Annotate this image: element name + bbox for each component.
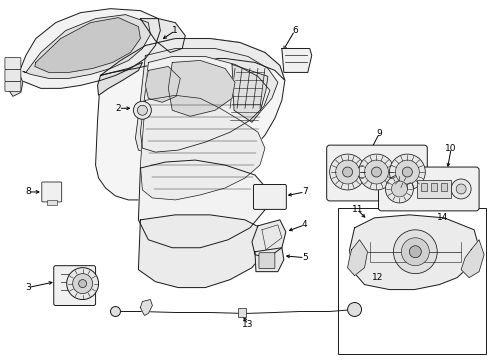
Polygon shape <box>138 160 267 248</box>
Circle shape <box>335 160 359 184</box>
Bar <box>416 180 450 198</box>
Bar <box>238 307 245 318</box>
FancyBboxPatch shape <box>41 182 61 202</box>
Circle shape <box>371 167 381 177</box>
Polygon shape <box>23 15 150 78</box>
Circle shape <box>110 306 120 316</box>
Circle shape <box>347 302 361 316</box>
Polygon shape <box>140 300 152 315</box>
Text: 14: 14 <box>436 213 447 222</box>
Polygon shape <box>140 95 264 200</box>
Circle shape <box>385 175 412 203</box>
Circle shape <box>137 105 147 115</box>
Polygon shape <box>232 64 267 122</box>
Circle shape <box>395 160 419 184</box>
Polygon shape <box>9 72 23 96</box>
Circle shape <box>73 274 92 293</box>
Circle shape <box>455 184 465 194</box>
Polygon shape <box>349 215 478 289</box>
Circle shape <box>450 179 470 199</box>
Text: 5: 5 <box>301 253 307 262</box>
Text: 4: 4 <box>301 220 307 229</box>
Bar <box>421 183 427 191</box>
Text: 10: 10 <box>445 144 456 153</box>
Circle shape <box>390 181 407 197</box>
Bar <box>337 208 485 354</box>
Text: 12: 12 <box>371 273 383 282</box>
Circle shape <box>402 167 411 177</box>
Circle shape <box>393 230 436 274</box>
FancyBboxPatch shape <box>253 184 286 210</box>
Polygon shape <box>281 49 311 72</box>
Circle shape <box>401 238 428 266</box>
Polygon shape <box>145 67 180 102</box>
Text: 2: 2 <box>116 104 121 113</box>
FancyBboxPatch shape <box>5 58 21 69</box>
Polygon shape <box>95 39 285 200</box>
Polygon shape <box>98 62 142 95</box>
Text: 8: 8 <box>25 188 31 197</box>
Circle shape <box>66 268 99 300</box>
FancyBboxPatch shape <box>5 69 21 81</box>
Bar <box>430 183 436 191</box>
Polygon shape <box>140 19 185 53</box>
Polygon shape <box>138 215 267 288</box>
Polygon shape <box>347 240 367 276</box>
Circle shape <box>133 101 151 119</box>
FancyBboxPatch shape <box>378 167 478 211</box>
Text: 9: 9 <box>376 129 382 138</box>
Polygon shape <box>168 60 235 116</box>
Polygon shape <box>460 240 483 278</box>
Polygon shape <box>101 39 285 80</box>
Polygon shape <box>254 248 283 272</box>
Circle shape <box>408 246 421 258</box>
Polygon shape <box>11 9 160 88</box>
Bar <box>47 200 57 205</box>
Circle shape <box>388 154 425 190</box>
FancyBboxPatch shape <box>259 253 274 269</box>
Circle shape <box>79 280 86 288</box>
Circle shape <box>364 160 387 184</box>
FancyBboxPatch shape <box>326 145 427 201</box>
FancyBboxPatch shape <box>5 81 21 91</box>
Circle shape <box>358 154 394 190</box>
Bar <box>440 183 447 191</box>
Circle shape <box>329 154 365 190</box>
FancyBboxPatch shape <box>54 266 95 306</box>
Polygon shape <box>251 220 285 258</box>
Polygon shape <box>35 18 140 72</box>
Circle shape <box>342 167 352 177</box>
Text: 7: 7 <box>301 188 307 197</box>
Text: 1: 1 <box>172 26 178 35</box>
Text: 6: 6 <box>291 26 297 35</box>
Text: 11: 11 <box>351 206 363 215</box>
Text: 13: 13 <box>242 320 253 329</box>
Polygon shape <box>135 49 277 154</box>
Text: 3: 3 <box>25 283 31 292</box>
Polygon shape <box>140 57 269 152</box>
